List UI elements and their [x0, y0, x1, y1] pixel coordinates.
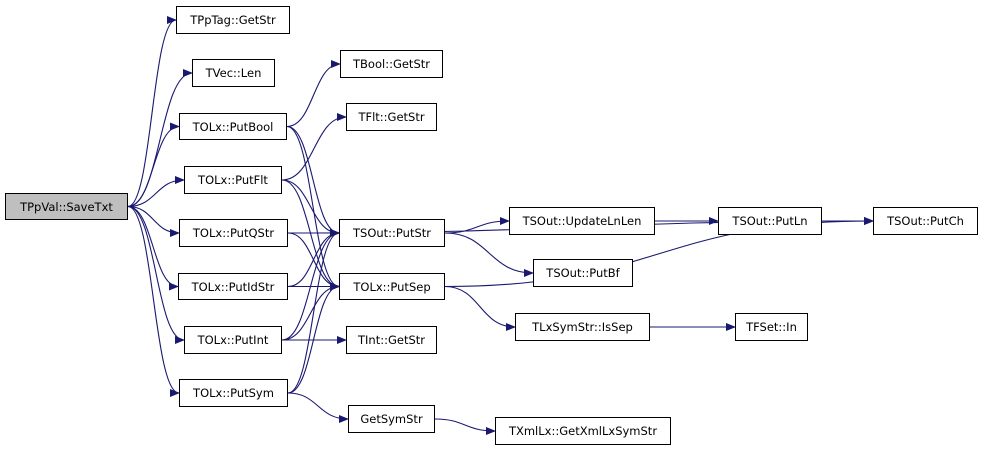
node-tflt-getstr[interactable]: TFlt::GetStr: [346, 103, 437, 131]
node-tfset-in[interactable]: TFSet::In: [735, 313, 808, 341]
edge-putsep-to-issep: [444, 285, 516, 331]
node-tolx-putidstr[interactable]: TOLx::PutIdStr: [178, 273, 288, 300]
node-tolx-putbool[interactable]: TOLx::PutBool: [179, 113, 287, 140]
edge-putsym-to-getsymstr: [287, 392, 349, 423]
edge-savetxt-to-putint: [127, 205, 185, 344]
node-tpptag-getstr[interactable]: TPpTag::GetStr: [176, 6, 290, 34]
edge-putsym-to-putsep: [287, 282, 340, 394]
edge-putidstr-to-sout_putstr: [287, 229, 340, 288]
node-tint-getstr[interactable]: TInt::GetStr: [346, 326, 437, 354]
edge-putflt-to-flt_getstr: [281, 113, 347, 181]
node-tolx-putqstr[interactable]: TOLx::PutQStr: [179, 219, 288, 247]
edge-sout_putstr-to-putbf: [444, 232, 534, 277]
edge-getsymstr-to-getxmllxsymstr: [434, 418, 496, 435]
edge-savetxt-to-putqstr: [127, 205, 180, 237]
edge-sout_putstr-to-updatelnlen: [444, 217, 510, 234]
node-tolx-putsep[interactable]: TOLx::PutSep: [339, 273, 445, 300]
edge-savetxt-to-pptag_getstr: [127, 16, 177, 208]
node-tsout-updatelnlen[interactable]: TSOut::UpdateLnLen: [509, 207, 655, 235]
node-tsout-putln[interactable]: TSOut::PutLn: [718, 207, 822, 235]
edge-putsym-to-sout_putstr: [287, 229, 340, 394]
node-tolx-putflt[interactable]: TOLx::PutFlt: [184, 166, 282, 194]
node-tlxsymstr-issep[interactable]: TLxSymStr::IsSep: [515, 313, 650, 341]
node-tsout-putstr[interactable]: TSOut::PutStr: [339, 219, 445, 247]
edge-putbool-to-sout_putstr: [286, 125, 340, 237]
node-tppval-savetxt[interactable]: TPpVal::SaveTxt: [5, 193, 128, 220]
node-tolx-putsym[interactable]: TOLx::PutSym: [179, 379, 288, 407]
node-tsout-putch[interactable]: TSOut::PutCh: [873, 207, 978, 235]
node-getsymstr[interactable]: GetSymStr: [348, 405, 435, 433]
edge-savetxt-to-putsym: [127, 205, 180, 397]
node-tvec-len[interactable]: TVec::Len: [192, 59, 275, 87]
node-tbool-getstr[interactable]: TBool::GetStr: [340, 50, 443, 78]
edge-putbool-to-putsep: [286, 125, 340, 291]
node-tsout-putbf[interactable]: TSOut::PutBf: [533, 259, 633, 287]
edge-putbool-to-bool_getstr: [286, 60, 341, 128]
node-txmllx-getxmllxsymstr[interactable]: TXmlLx::GetXmlLxSymStr: [495, 417, 671, 445]
edge-putint-to-sout_putstr: [281, 229, 340, 341]
edge-savetxt-to-putbool: [127, 122, 180, 208]
node-tolx-putint[interactable]: TOLx::PutInt: [184, 326, 282, 354]
edge-putflt-to-sout_putstr: [281, 179, 340, 237]
edge-savetxt-to-putflt: [127, 176, 185, 208]
